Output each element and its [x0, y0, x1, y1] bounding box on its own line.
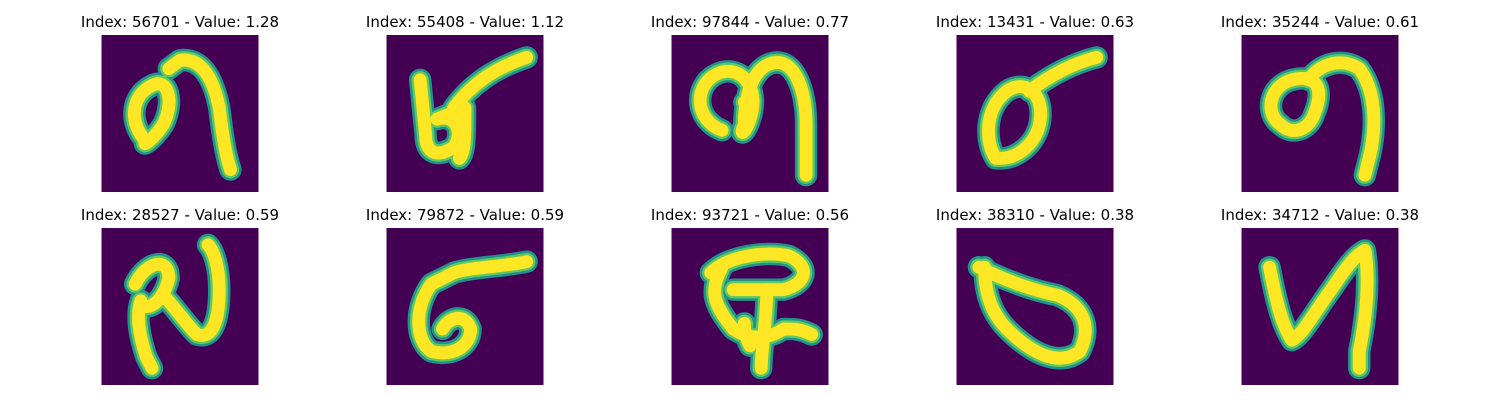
panel-1: Index: 56701 - Value: 1.28 [70, 11, 290, 192]
glyph-stroke [413, 50, 534, 165]
panel-4: Index: 13431 - Value: 0.63 [925, 11, 1145, 192]
glyph-stroke [128, 238, 226, 342]
panel-3: Index: 97844 - Value: 0.77 [640, 11, 860, 192]
glyph-stroke [754, 283, 774, 375]
glyph-image-6 [101, 228, 259, 385]
panel-title: Index: 28527 - Value: 0.59 [80, 206, 280, 224]
panel-5: Index: 35244 - Value: 0.61 [1210, 11, 1430, 192]
glyph-stroke [737, 316, 757, 353]
glyph-image-4 [956, 35, 1114, 192]
glyph-image-2 [386, 35, 544, 192]
glyph-image-9 [956, 228, 1114, 385]
panel-title: Index: 55408 - Value: 1.12 [365, 13, 565, 31]
glyph-stroke [1263, 243, 1374, 375]
glyph-image-3 [671, 35, 829, 192]
panel-title: Index: 34712 - Value: 0.38 [1220, 206, 1420, 224]
panel-title: Index: 79872 - Value: 0.59 [365, 206, 565, 224]
glyph-stroke [693, 56, 813, 182]
panel-2: Index: 55408 - Value: 1.12 [355, 11, 575, 192]
panel-title: Index: 93721 - Value: 0.56 [650, 206, 850, 224]
glyph-stroke [1264, 56, 1381, 182]
panel-6: Index: 28527 - Value: 0.59 [70, 204, 290, 385]
panel-9: Index: 38310 - Value: 0.38 [925, 204, 1145, 385]
glyph-stroke [704, 247, 810, 297]
panel-8: Index: 93721 - Value: 0.56 [640, 204, 860, 385]
glyph-stroke [132, 294, 159, 375]
glyph-stroke [127, 53, 237, 177]
panel-title: Index: 13431 - Value: 0.63 [935, 13, 1135, 31]
glyph-stroke [981, 50, 1104, 165]
glyph-image-8 [671, 228, 829, 385]
panel-10: Index: 34712 - Value: 0.38 [1210, 204, 1430, 385]
glyph-image-10 [1241, 228, 1399, 385]
panel-7: Index: 79872 - Value: 0.59 [355, 204, 575, 385]
panel-title: Index: 35244 - Value: 0.61 [1220, 13, 1420, 31]
glyph-image-5 [1241, 35, 1399, 192]
glyph-stroke [412, 255, 534, 360]
glyph-stroke [972, 260, 1092, 365]
panel-title: Index: 56701 - Value: 1.28 [80, 13, 280, 31]
glyph-image-7 [386, 228, 544, 385]
panel-title: Index: 97844 - Value: 0.77 [650, 13, 850, 31]
glyph-image-1 [101, 35, 259, 192]
glyph-stroke [708, 260, 819, 344]
panel-title: Index: 38310 - Value: 0.38 [935, 206, 1135, 224]
